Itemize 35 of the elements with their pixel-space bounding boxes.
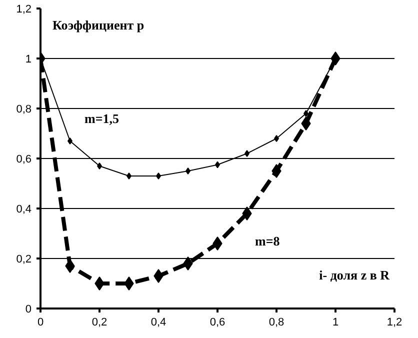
x-tick-label: 0,2 (92, 316, 108, 328)
y-tick-label: 0,4 (16, 204, 32, 216)
point (242, 206, 252, 220)
y-tick-label: 0,2 (16, 254, 32, 266)
point (154, 269, 164, 283)
x-tick-label: 1,2 (386, 316, 402, 328)
x-tick-label: 1 (332, 316, 339, 328)
series-label: m=8 (255, 234, 280, 248)
y-tick-label: 1 (25, 54, 32, 66)
point (272, 164, 282, 178)
point (301, 116, 311, 130)
x-axis-title: i- доля z в R (319, 268, 390, 282)
y-tick-label: 0 (25, 304, 32, 316)
point (124, 276, 134, 290)
x-tick-label: 0 (37, 316, 44, 328)
series-label: m=1,5 (84, 111, 120, 126)
y-tick-label: 1,2 (16, 4, 32, 16)
y-tick-label: 0,6 (16, 154, 32, 166)
point (244, 150, 250, 157)
point (126, 172, 132, 180)
x-tick-label: 0,6 (210, 316, 226, 328)
point (212, 236, 222, 250)
point (94, 276, 104, 290)
y-axis-title: Коэффициент p (52, 18, 144, 32)
point (97, 162, 102, 170)
point (304, 110, 308, 117)
point (186, 168, 190, 174)
point (65, 259, 75, 273)
x-tick-label: 0,8 (268, 316, 284, 328)
point (156, 172, 161, 180)
y-tick-label: 0,8 (16, 104, 32, 116)
point (68, 138, 72, 144)
point (274, 135, 279, 142)
point (183, 256, 193, 270)
x-tick-label: 0,4 (150, 316, 166, 328)
